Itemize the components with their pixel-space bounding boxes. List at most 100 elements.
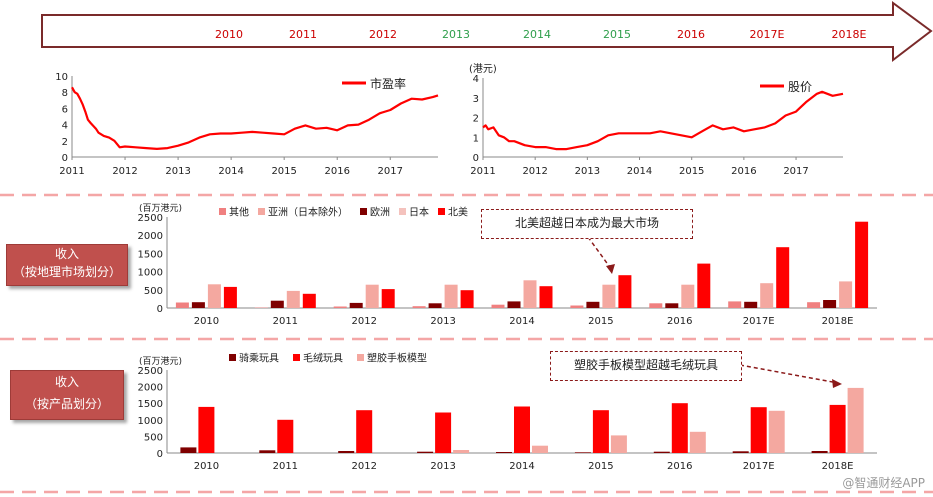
bar-日本-2017E: [776, 247, 790, 308]
bar-日本-2016: [697, 263, 711, 308]
y-tick-label: 6: [62, 104, 68, 115]
bar-category-label: 2010: [194, 461, 219, 472]
y-unit-label: (港元): [469, 63, 497, 75]
bar-日本-2011: [302, 293, 316, 308]
bar-category-label: 2014: [509, 461, 534, 472]
bar-毛绒玩具-2014: [514, 406, 530, 453]
y-tick-label: 10: [55, 72, 68, 83]
legend-swatch-骑乘玩具: [229, 354, 236, 361]
bar-category-label: 2018E: [822, 316, 854, 327]
x-tick-label: 2012: [112, 166, 137, 177]
bar-毛绒玩具-2012: [356, 410, 373, 453]
bar-其他-2013: [412, 306, 426, 308]
bar-骑乘玩具-2010: [180, 447, 197, 453]
legend-swatch-塑胶手板模型: [357, 354, 364, 361]
bar-毛绒玩具-2016: [671, 403, 688, 453]
y-tick-label: 2: [473, 114, 479, 125]
side-label-geo: 收入 （按地理市场划分）: [6, 244, 128, 286]
legend-label-毛绒玩具: 毛绒玩具: [303, 352, 343, 365]
x-tick-label: 2013: [575, 166, 600, 177]
bar-category-label: 2014: [509, 316, 534, 327]
bar-亚洲（日本除外）-2016: [665, 303, 679, 308]
y-tick-label: 2: [62, 137, 68, 148]
legend-swatch-日本: [399, 208, 406, 215]
y-tick-label: 4: [473, 74, 479, 85]
bar-其他-2018E: [807, 302, 821, 308]
timeline-year-2015: 2015: [603, 28, 631, 41]
y-tick-label: 4: [62, 121, 68, 132]
timeline-year-2013: 2013: [442, 28, 470, 41]
bar-category-label: 2013: [430, 316, 455, 327]
bar-category-label: 2016: [667, 316, 692, 327]
timeline-year-2010: 2010: [215, 28, 243, 41]
bar-category-label: 2013: [430, 461, 455, 472]
bar-y-tick-label: 1000: [138, 416, 163, 427]
x-tick-label: 2016: [731, 166, 756, 177]
legend-label-北美: 北美: [448, 206, 468, 219]
x-tick-label: 2016: [324, 166, 349, 177]
side-label-product: 收入 （按产品划分）: [10, 370, 124, 420]
x-tick-label: 2015: [271, 166, 296, 177]
timeline-year-2012: 2012: [369, 28, 397, 41]
bar-y-tick-label: 1500: [138, 399, 163, 410]
bar-y-tick-label: 1000: [138, 268, 163, 279]
side-label-product-title: 收入: [54, 375, 79, 389]
bar-骑乘玩具-2014: [496, 452, 512, 453]
legend-label-其他: 其他: [229, 206, 249, 219]
bar-亚洲（日本除外）-2017E: [744, 301, 758, 308]
bar-category-label: 2017E: [743, 461, 775, 472]
timeline-year-2017E: 2017E: [750, 28, 785, 41]
x-tick-label: 2011: [59, 166, 84, 177]
bar-category-label: 2010: [194, 316, 219, 327]
timeline-year-2014: 2014: [523, 28, 551, 41]
bar-塑胶手板模型-2018E: [847, 387, 864, 453]
bar-日本-2014: [539, 286, 553, 308]
bar-塑胶手板模型-2013: [453, 450, 470, 453]
callout-arrow-1: [587, 236, 613, 271]
bar-y-tick-label: 2000: [138, 231, 163, 242]
bar-毛绒玩具-2015: [592, 410, 609, 453]
bar-日本-2015: [618, 275, 632, 308]
bar-欧洲-2012: [365, 284, 379, 308]
bar-category-label: 2011: [273, 316, 298, 327]
bar-欧洲-2016: [681, 284, 695, 308]
x-tick-label: 2017: [783, 166, 808, 177]
series-line-股价: [482, 90, 844, 151]
bar-其他-2015: [570, 305, 584, 308]
bar-塑胶手板模型-2016: [689, 431, 706, 453]
x-tick-label: 2015: [679, 166, 704, 177]
bar-欧洲-2011: [286, 290, 300, 308]
bar-欧洲-2018E: [839, 281, 853, 308]
bar-亚洲（日本除外）-2012: [349, 302, 363, 308]
bar-y-tick-label: 2000: [138, 383, 163, 394]
watermark: @智通财经APP: [842, 476, 925, 490]
series-line-市盈率: [71, 86, 439, 150]
bar-y-tick-label: 1500: [138, 249, 163, 260]
x-tick-label: 2013: [165, 166, 190, 177]
x-tick-label: 2014: [218, 166, 243, 177]
bar-亚洲（日本除外）-2018E: [823, 300, 837, 308]
timeline-arrow: [41, 1, 933, 63]
bar-骑乘玩具-2011: [259, 450, 276, 453]
side-label-geo-title: 收入: [54, 247, 79, 261]
bar-亚洲（日本除外）-2011: [270, 300, 284, 308]
y-tick-label: 8: [62, 88, 68, 99]
bar-亚洲（日本除外）-2010: [191, 302, 205, 308]
legend-label-日本: 日本: [409, 206, 429, 219]
bar-category-label: 2012: [351, 461, 376, 472]
bar-骑乘玩具-2013: [417, 451, 434, 453]
bar-category-label: 2012: [351, 316, 376, 327]
bar-y-unit-label: (百万港元): [139, 355, 182, 367]
bar-日本-2013: [460, 290, 474, 308]
callout-plastic-models: 塑胶手板模型超越毛绒玩具: [550, 351, 742, 381]
bar-塑胶手板模型-2017E: [768, 410, 785, 453]
y-tick-label: 1: [473, 133, 479, 144]
bar-亚洲（日本除外）-2013: [428, 303, 442, 308]
bar-日本-2010: [223, 286, 237, 308]
x-tick-label: 2012: [522, 166, 547, 177]
bar-y-unit-label: (百万港元): [139, 202, 182, 214]
bar-骑乘玩具-2015: [574, 452, 591, 453]
bar-y-tick-label: 0: [157, 449, 163, 460]
bar-日本-2018E: [855, 221, 869, 308]
